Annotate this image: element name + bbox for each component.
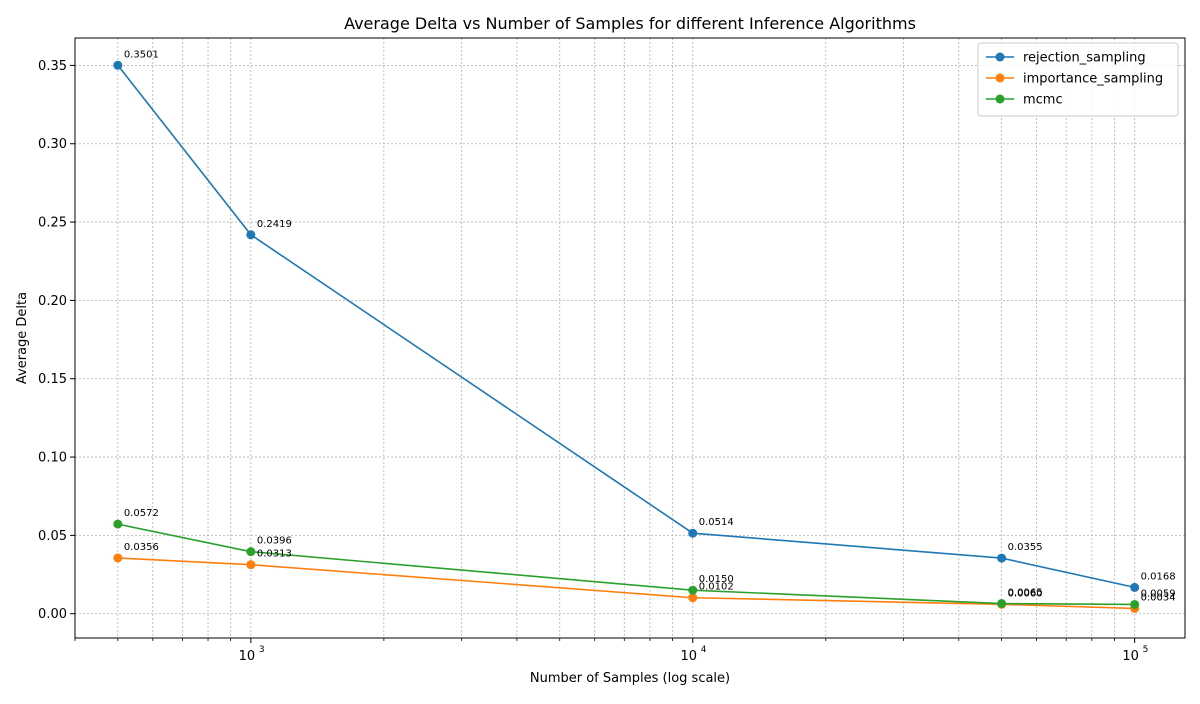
legend-swatch-marker (995, 94, 1005, 104)
data-label-importance_sampling: 0.0313 (257, 549, 292, 560)
data-point-rejection_sampling (1130, 582, 1140, 592)
data-point-rejection_sampling (688, 528, 698, 538)
data-label-importance_sampling: 0.0060 (1008, 588, 1043, 599)
chart-title: Average Delta vs Number of Samples for d… (344, 14, 916, 33)
data-point-importance_sampling (688, 593, 698, 603)
data-labels-layer: 0.3501 0.2419 0.0514 0.0355 0.0168 0.0356 0.03… (124, 49, 1176, 603)
data-label-mcmc: 0.0150 (699, 574, 734, 585)
data-point-rejection_sampling (113, 60, 123, 70)
y-tick-label: 0.20 (38, 294, 67, 309)
data-point-mcmc (246, 547, 256, 557)
x-tick-label: 10 (680, 649, 697, 664)
y-tick-label: 0.00 (38, 607, 67, 622)
y-tick-label: 0.15 (38, 372, 67, 387)
y-tick-label: 0.35 (38, 59, 67, 74)
x-tick-label: 10 (239, 649, 256, 664)
plot-frame (74, 37, 1186, 639)
data-point-mcmc (997, 599, 1007, 609)
data-label-importance_sampling: 0.0356 (124, 542, 159, 553)
legend-swatch-marker (995, 52, 1005, 62)
legend-swatch-marker (995, 73, 1005, 83)
data-label-mcmc: 0.0065 (1008, 588, 1043, 599)
x-tick-exponent: 3 (259, 645, 265, 655)
legend-entry-importance_sampling: importance_sampling (1023, 72, 1163, 87)
data-label-importance_sampling: 0.0102 (699, 582, 734, 593)
data-point-importance_sampling (113, 553, 123, 563)
x-tick-exponent: 5 (1143, 645, 1149, 655)
data-point-rejection_sampling (246, 230, 256, 240)
data-point-importance_sampling (246, 560, 256, 570)
y-tick-label: 0.10 (38, 451, 67, 466)
legend-box (977, 42, 1179, 117)
series-line-importance_sampling (117, 557, 1135, 610)
data-label-rejection_sampling: 0.3501 (124, 49, 159, 60)
data-label-rejection_sampling: 0.0355 (1008, 542, 1043, 553)
data-point-mcmc (113, 519, 123, 529)
data-label-rejection_sampling: 0.2419 (257, 219, 292, 230)
data-label-rejection_sampling: 0.0168 (1141, 571, 1176, 582)
y-tick-label: 0.05 (38, 529, 67, 544)
data-label-mcmc: 0.0572 (124, 508, 159, 519)
x-axis-label: Number of Samples (log scale) (530, 671, 730, 686)
data-label-mcmc: 0.0396 (257, 536, 292, 547)
legend-entry-rejection_sampling: rejection_sampling (1023, 51, 1146, 66)
series-layer (113, 60, 1140, 613)
data-point-mcmc (688, 585, 698, 595)
x-tick-exponent: 4 (701, 645, 707, 655)
legend-entry-mcmc: mcmc (1023, 93, 1063, 108)
y-tick-label: 0.25 (38, 216, 67, 231)
legend: rejection_sampling importance_samplingmcm… (977, 42, 1179, 117)
data-point-mcmc (1130, 599, 1140, 609)
data-label-rejection_sampling: 0.0514 (699, 517, 734, 528)
x-tick-label: 10 (1122, 649, 1139, 664)
data-label-mcmc: 0.0059 (1141, 588, 1176, 599)
y-axis-label: Average Delta (15, 292, 30, 384)
series-line-rejection_sampling (117, 64, 1135, 589)
y-tick-label: 0.30 (38, 137, 67, 152)
data-point-rejection_sampling (997, 553, 1007, 563)
data-label-importance_sampling: 0.0034 (1141, 592, 1176, 603)
